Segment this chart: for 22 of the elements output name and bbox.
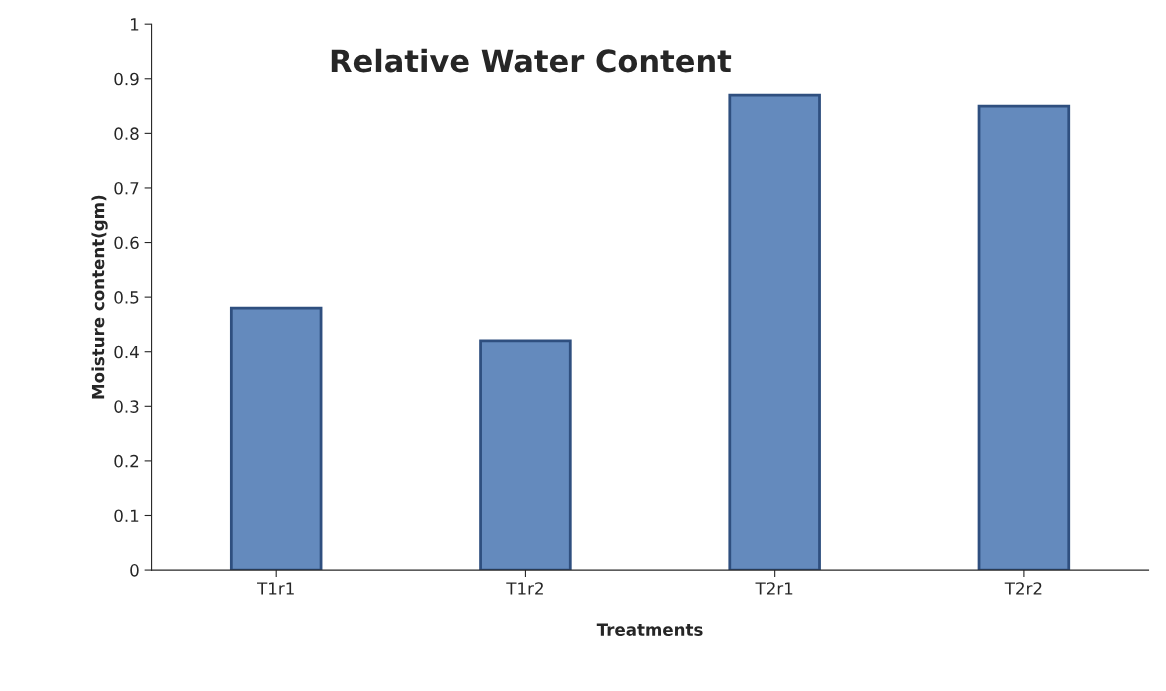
x-tick-label: T2r2: [1004, 582, 1042, 595]
y-tick-label: 0.9: [114, 72, 139, 86]
x-axis-title: Treatments: [596, 623, 703, 636]
y-axis-title: Moisture content(gm): [91, 195, 108, 399]
y-tick-label: 0.2: [114, 454, 139, 468]
x-tick-label: T1r2: [506, 582, 543, 595]
y-tick-label: 0.4: [114, 345, 139, 359]
y-tick-label: 0.7: [114, 181, 139, 195]
y-tick-label: 0: [130, 564, 139, 577]
y-tick-label: 0.1: [114, 509, 139, 523]
bar: [728, 93, 821, 571]
text: Relative Water Content: [331, 48, 732, 73]
y-tick-label: 1: [131, 18, 139, 31]
y-tick-label: 0.5: [114, 291, 139, 304]
bar: [479, 339, 572, 571]
bar: [229, 306, 323, 571]
x-tick-label: T1r1: [257, 582, 294, 595]
y-tick-label: 0.3: [114, 400, 139, 413]
y-tick-label: 0.8: [114, 127, 139, 140]
bar: [977, 104, 1071, 571]
y-tick-label: 0.6: [114, 236, 139, 250]
x-tick-label: T2r1: [755, 582, 793, 595]
